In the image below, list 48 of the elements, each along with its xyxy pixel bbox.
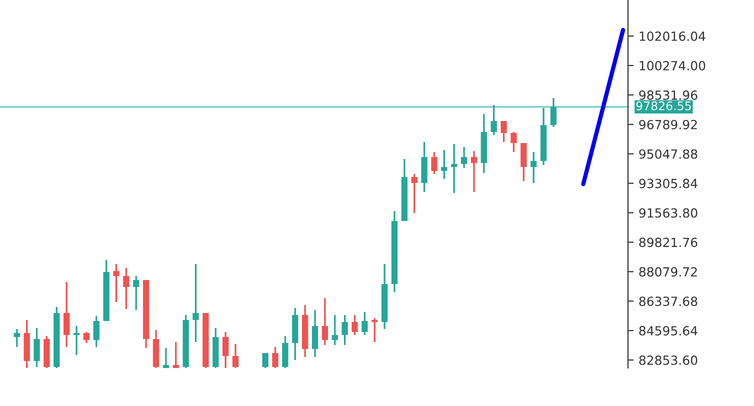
candlestick [192, 263, 199, 343]
candlestick [470, 150, 478, 193]
candlestick [262, 352, 268, 368]
candlestick [490, 104, 497, 136]
y-tick-label: 100274.00 [640, 60, 706, 70]
candlestick [83, 331, 90, 344]
y-tick-label: 82853.60 [639, 355, 698, 365]
y-tick-label: 88079.72 [639, 267, 697, 277]
candlestick [372, 317, 378, 343]
candlestick [123, 267, 130, 310]
candlestick [63, 281, 70, 348]
candlestick [93, 315, 100, 348]
candlestick [282, 335, 288, 368]
candlestick [342, 314, 348, 346]
y-tick-label: 96789.92 [639, 120, 697, 130]
y-tick-label: 84595.64 [639, 326, 698, 336]
candlestick [222, 331, 229, 368]
y-tick-label: 93305.84 [639, 178, 698, 188]
candlestick [332, 314, 338, 346]
candlestick [451, 143, 458, 194]
candlestick [272, 346, 278, 368]
candlestick [322, 297, 328, 346]
candlestick [411, 173, 418, 214]
candlestick [362, 311, 368, 336]
candlestick [530, 151, 537, 184]
candlestick [34, 327, 40, 368]
candlestick [510, 131, 517, 153]
y-tick-label: 86337.68 [639, 296, 698, 306]
candlestick [460, 146, 468, 169]
y-tick-label: 89821.76 [639, 238, 698, 248]
ref-line-label: 97826.55 [636, 101, 691, 110]
candlestick [441, 149, 448, 180]
candlestick [162, 347, 170, 368]
candlestick [172, 341, 179, 368]
candlestick [14, 328, 20, 348]
candlestick [312, 309, 318, 358]
candlestick [133, 275, 140, 311]
y-tick-label: 91563.80 [639, 208, 698, 218]
candlestick [352, 314, 358, 336]
y-tick-label: 98531.96 [639, 90, 698, 100]
candlestick [550, 97, 557, 128]
candlestick [431, 151, 438, 175]
candlestick [73, 325, 80, 356]
candlestick [113, 263, 120, 303]
candlestick [500, 120, 507, 143]
y-tick-label: 95047.88 [639, 149, 698, 159]
y-tick-label: 102016.04 [640, 32, 706, 41]
candlestick [232, 343, 239, 368]
